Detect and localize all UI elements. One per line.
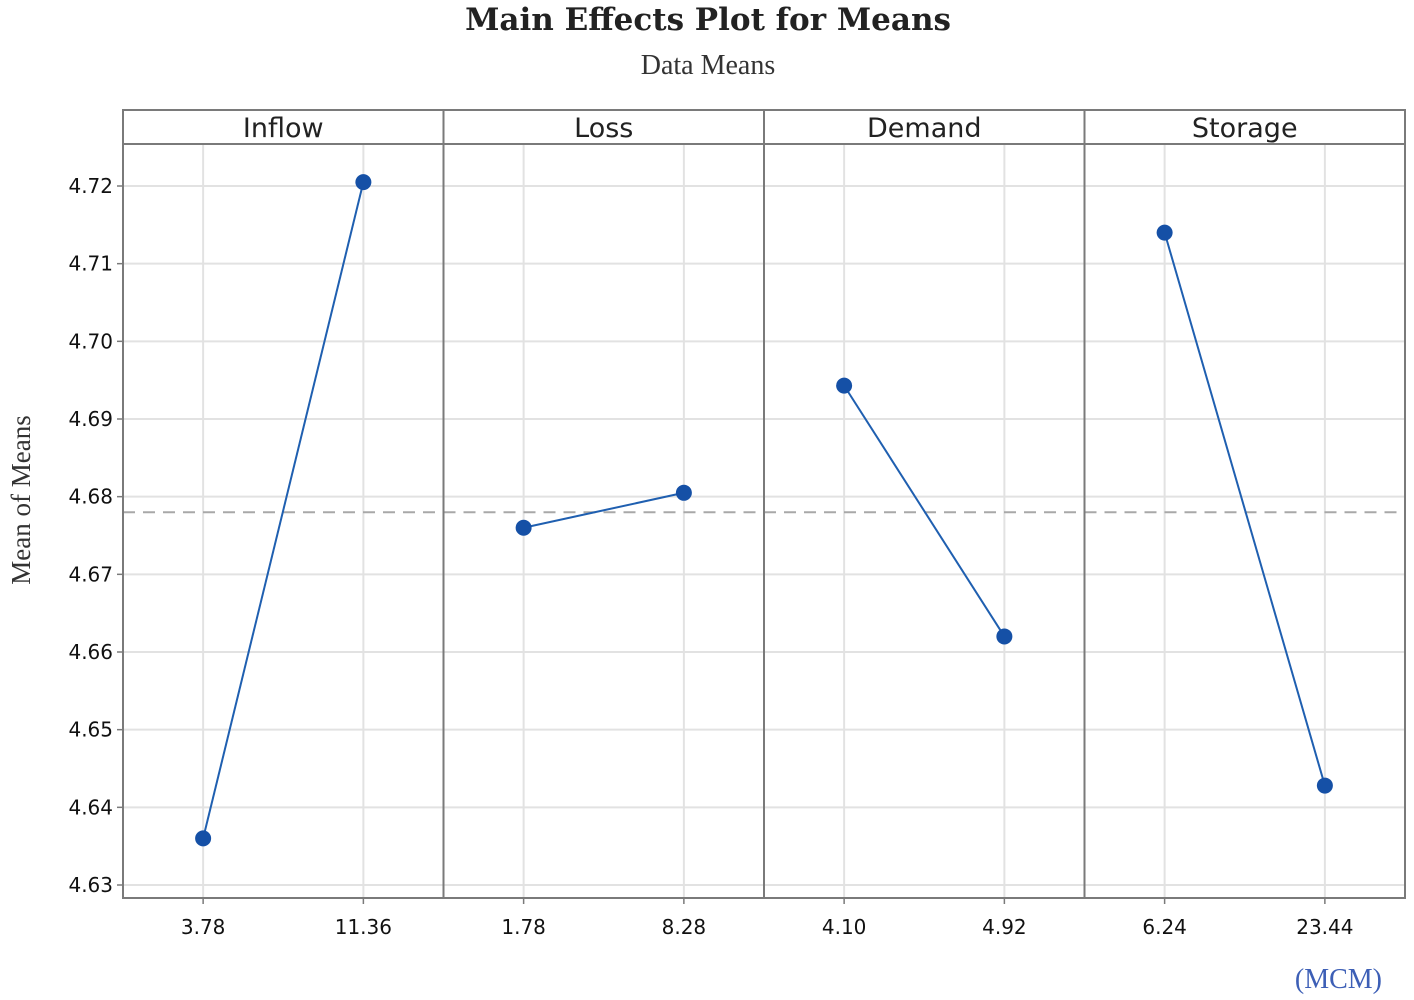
x-tick-label: 11.36 <box>335 915 392 939</box>
y-tick-label: 4.63 <box>68 873 113 897</box>
y-tick-label: 4.68 <box>68 485 113 509</box>
y-tick-label: 4.66 <box>68 640 113 664</box>
chart-title: Main Effects Plot for Means <box>465 2 951 38</box>
data-point <box>836 377 853 394</box>
y-tick-label: 4.64 <box>68 795 113 819</box>
x-tick-label: 4.10 <box>822 915 867 939</box>
panel-label-inflow: Inflow <box>243 113 324 144</box>
y-tick-label: 4.71 <box>68 252 113 276</box>
panel-label-loss: Loss <box>574 113 633 144</box>
data-point <box>1316 777 1333 794</box>
series-line-demand <box>843 385 1006 638</box>
x-tick-label: 4.92 <box>982 915 1027 939</box>
x-tick-label: 1.78 <box>501 915 546 939</box>
x-tick-label: 6.24 <box>1142 915 1187 939</box>
y-tick-label: 4.72 <box>68 174 113 198</box>
y-tick-label: 4.65 <box>68 718 113 742</box>
data-point <box>195 830 212 847</box>
x-tick-label: 3.78 <box>181 915 226 939</box>
panel-frame <box>1083 143 1406 899</box>
y-tick-label: 4.70 <box>68 329 113 353</box>
panel-header <box>1083 109 1406 145</box>
plot-layer: 4.63 4.64 4.65 4.66 4.67 4.68 4.69 4.70 4.71 4.72… <box>68 109 1406 939</box>
panel-frame <box>442 143 765 899</box>
panel-label-demand: Demand <box>867 113 982 144</box>
unit-note: (MCM) <box>1295 964 1382 995</box>
series-line-inflow <box>202 181 365 839</box>
panel-header <box>763 109 1086 145</box>
x-tick-label: 8.28 <box>662 915 707 939</box>
panel-frame <box>122 143 445 899</box>
x-tick-label: 23.44 <box>1296 915 1353 939</box>
panel-label-storage: Storage <box>1192 113 1298 144</box>
data-point <box>675 484 692 501</box>
data-point <box>1156 224 1173 241</box>
series-line-loss <box>523 491 685 529</box>
data-point <box>515 519 532 536</box>
panel-header <box>442 109 765 145</box>
series-line-storage <box>1163 232 1326 786</box>
panel-frame <box>763 143 1086 899</box>
y-axis-label: Mean of Means <box>6 415 36 584</box>
data-point <box>355 174 372 191</box>
data-point <box>996 628 1013 645</box>
chart-subtitle: Data Means <box>641 50 776 81</box>
y-tick-label: 4.67 <box>68 562 113 586</box>
y-tick-label: 4.69 <box>68 407 113 431</box>
